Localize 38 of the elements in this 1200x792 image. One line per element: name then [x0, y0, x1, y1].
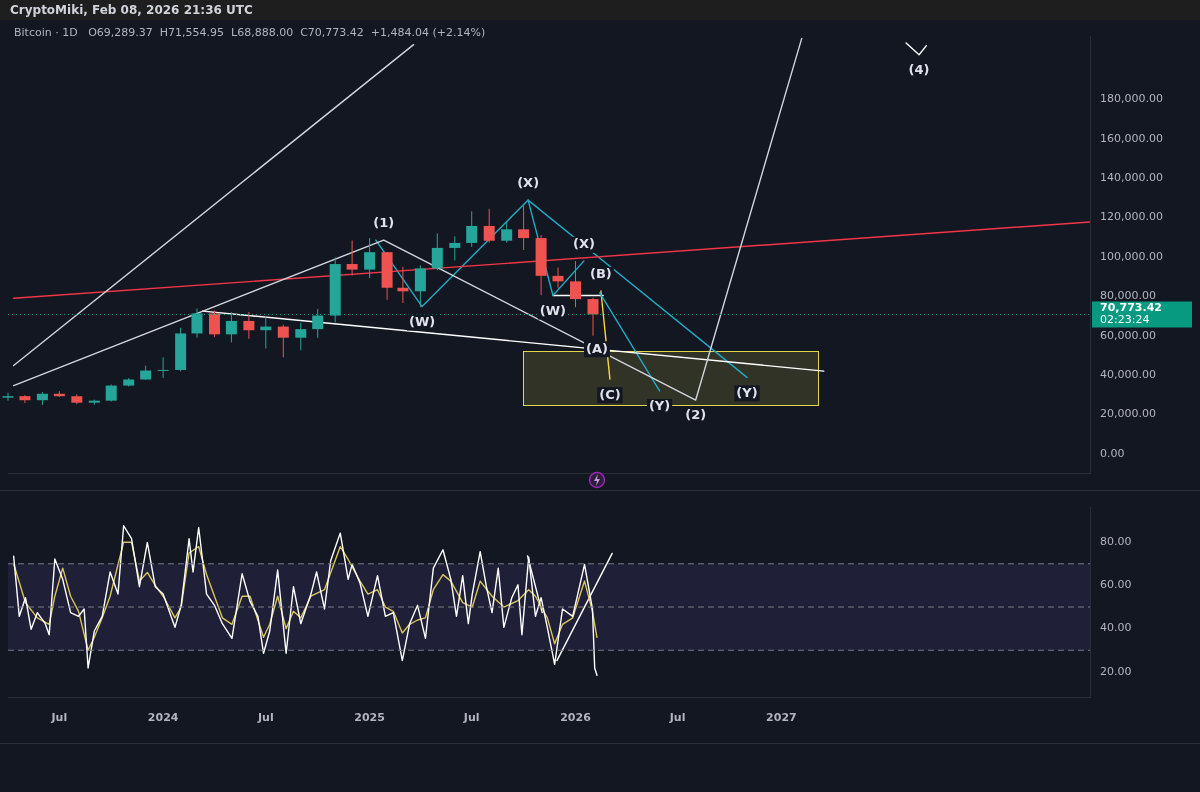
y-tick-label: 80.00 [1100, 535, 1132, 549]
y-tick-label: 0.00 [1100, 446, 1125, 460]
x-tick-label: 2025 [354, 711, 385, 725]
text: 02:23:24 [1100, 313, 1150, 327]
y-tick-label: 180,000.00 [1100, 92, 1163, 106]
x-tick-label: 2024 [147, 711, 179, 725]
annotation: (4) [908, 62, 930, 78]
annotation: (2) [685, 407, 707, 423]
ref-line-label: 70,773.42 [1100, 301, 1162, 315]
annotation: (Y) [648, 398, 671, 414]
y-tick-label: 120,000.00 [1100, 210, 1163, 224]
annotation: (1) [373, 215, 395, 231]
annotation: (W) [408, 313, 436, 329]
x-tick-label: Jul [256, 711, 274, 725]
y-tick-label: 80,000.00 [1100, 289, 1156, 303]
y-tick-label: 40,000.00 [1100, 367, 1156, 381]
annotation: (B) [590, 266, 612, 282]
x-tick-label: 2027 [766, 711, 797, 725]
y-tick-label: 60.00 [1100, 578, 1132, 592]
y-tick-label: 60,000.00 [1100, 328, 1156, 342]
chart-subtitle: Bitcoin · 1D O69,289.37 H71,554.95 L68,888.00 C70,773.42 +1,484.04 (+2.14%) [14, 26, 486, 39]
annotation: (X) [517, 175, 540, 191]
chart-title: CryptoMiki, Feb 08, 2026 21:36 UTC [0, 0, 1200, 20]
annotation: (Y) [736, 384, 758, 400]
annotation: (X) [573, 236, 595, 252]
x-tick-label: Jul [50, 711, 68, 725]
x-tick-label: Jul [668, 711, 686, 725]
x-tick-label: 2026 [560, 711, 592, 725]
annotation: (A) [585, 340, 608, 356]
x-tick-label: Jul [462, 711, 480, 725]
y-tick-label: 100,000.00 [1100, 249, 1163, 263]
y-tick-label: 20.00 [1100, 664, 1132, 678]
y-tick-label: 140,000.00 [1100, 171, 1163, 185]
annotation: (W) [539, 302, 567, 318]
annotation: (C) [599, 386, 621, 402]
y-tick-label: 160,000.00 [1100, 131, 1163, 145]
y-tick-label: 40.00 [1100, 621, 1132, 635]
y-tick-label: 20,000.00 [1100, 407, 1156, 421]
